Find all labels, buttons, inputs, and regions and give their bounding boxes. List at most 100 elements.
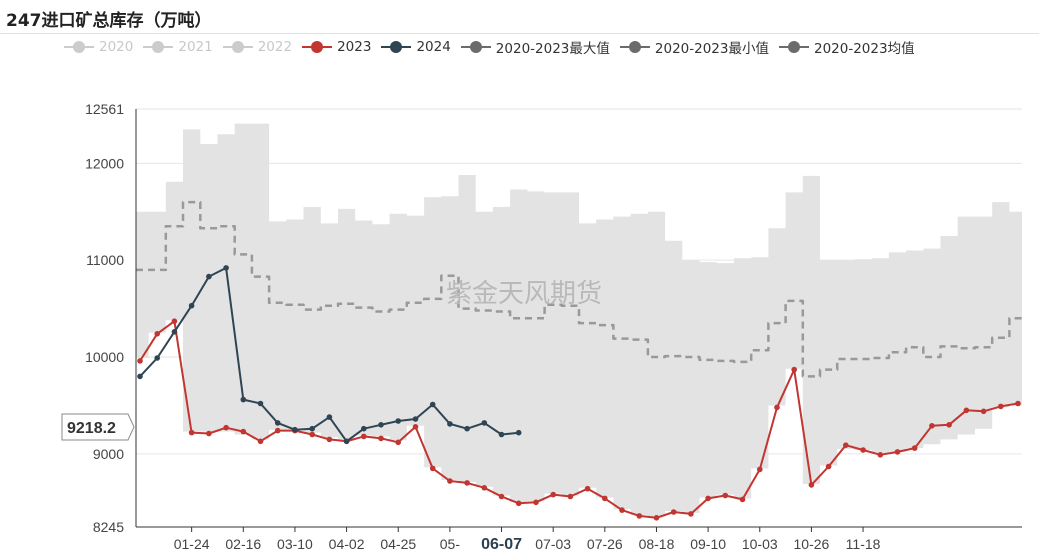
data-point-2024 <box>343 438 350 445</box>
axes: 12561 12000 11000 10000 9000 8245 01-24 02-16 03… <box>85 101 1022 553</box>
legend-item-5[interactable]: 2020-2023最大值 <box>460 37 610 57</box>
legend-label: 2023 <box>337 39 372 55</box>
data-point-2023 <box>240 428 247 435</box>
x-tick-label: 01-24 <box>174 536 210 552</box>
legend-item-6[interactable]: 2020-2023最小值 <box>619 37 769 57</box>
data-point-2024 <box>447 421 453 427</box>
y-value-tooltip: 9218.2 <box>61 413 135 441</box>
data-point-2023 <box>550 491 556 498</box>
data-point-2023 <box>223 424 229 431</box>
legend-label: 2022 <box>257 39 293 55</box>
data-point-2023 <box>137 358 143 364</box>
data-point-2023 <box>274 427 281 434</box>
data-point-2024 <box>292 426 298 433</box>
data-point-2023 <box>705 495 711 502</box>
legend-marker-icon <box>143 40 174 54</box>
x-tick-label: 04-25 <box>380 536 416 552</box>
data-point-2024 <box>378 422 384 428</box>
data-point-2024 <box>171 329 178 335</box>
legend-item-7[interactable]: 2020-2023均值 <box>778 37 915 57</box>
legend-marker-icon <box>222 40 253 54</box>
data-point-2023 <box>257 438 264 445</box>
data-point-2023 <box>188 429 195 436</box>
legend-marker-icon <box>64 40 94 54</box>
legend-marker-icon <box>381 40 412 54</box>
chart-title: 247进口矿总库存（万吨） <box>6 11 212 31</box>
data-point-2023 <box>361 433 367 440</box>
data-point-2024 <box>395 418 402 424</box>
data-point-2023 <box>808 482 815 488</box>
data-point-2023 <box>154 331 160 337</box>
legend-marker-icon <box>460 40 491 54</box>
title-divider <box>0 33 1039 34</box>
data-point-2024 <box>412 416 419 422</box>
data-point-2023 <box>464 480 470 486</box>
data-point-2023 <box>980 408 987 415</box>
data-point-2023 <box>567 493 574 500</box>
data-point-2024 <box>361 425 367 432</box>
x-tick-label: 11-18 <box>846 536 881 552</box>
data-point-2023 <box>429 465 436 472</box>
y-tick-label: 10000 <box>85 349 124 365</box>
data-point-2023 <box>412 424 419 430</box>
data-point-2024 <box>223 265 229 271</box>
data-point-2024 <box>240 396 247 403</box>
legend-marker-icon <box>619 40 650 54</box>
legend-item-2[interactable]: 2022 <box>222 39 293 55</box>
x-tick-label: 04-02 <box>329 536 365 552</box>
data-point-2024 <box>206 273 212 280</box>
data-point-2024 <box>188 302 195 309</box>
legend-label: 2021 <box>178 39 213 55</box>
y-tick-label: 12000 <box>85 155 124 171</box>
series-line-2020-2023均值 <box>136 200 1022 378</box>
data-point-2023 <box>206 430 212 437</box>
data-point-2024 <box>257 400 264 407</box>
legend-label: 2020 <box>99 39 134 55</box>
data-point-2024 <box>309 425 316 432</box>
legend-item-3[interactable]: 2023 <box>302 39 371 55</box>
data-point-2023 <box>739 496 746 503</box>
data-point-2023 <box>378 435 384 442</box>
data-point-2023 <box>395 439 402 446</box>
data-point-2023 <box>757 466 763 473</box>
data-point-2023 <box>963 407 970 414</box>
min-max-band <box>136 123 1022 517</box>
series-lines <box>136 200 1022 521</box>
data-point-2024 <box>274 420 281 426</box>
data-point-2023 <box>619 507 625 513</box>
data-point-2023 <box>636 513 643 519</box>
data-point-2024 <box>154 355 160 361</box>
max-min-band-area <box>136 123 1022 517</box>
data-point-2023 <box>326 436 333 443</box>
data-point-2024 <box>326 414 333 420</box>
x-tick-label: 07-26 <box>587 536 623 552</box>
data-point-2023 <box>533 499 539 506</box>
y-tick-label: 12561 <box>85 101 124 117</box>
x-tick-label: 05- <box>440 536 461 552</box>
data-point-2023 <box>688 511 694 517</box>
series-line-2023 <box>139 320 1019 519</box>
legend-item-1[interactable]: 2021 <box>143 39 213 55</box>
x-tick-label: 06-07 <box>481 536 522 553</box>
legend-item-4[interactable]: 2024 <box>381 39 451 55</box>
data-point-2023 <box>584 485 591 492</box>
data-point-2023 <box>894 449 901 455</box>
legend-label: 2020-2023最小值 <box>654 41 769 57</box>
data-point-2024 <box>429 401 436 408</box>
data-point-2023 <box>774 404 780 411</box>
data-point-2023 <box>791 366 797 373</box>
y-tick-label: 11000 <box>86 252 124 268</box>
x-tick-label: 03-10 <box>277 536 313 552</box>
chart-legend: 2020 2021 2022 2023 2024 2020-2023最大值 2020-202… <box>64 37 925 57</box>
legend-item-0[interactable]: 2020 <box>64 39 133 55</box>
watermark: 紫金天风期货 <box>446 279 602 309</box>
data-point-2023 <box>860 447 866 453</box>
y-tick-label: 9000 <box>93 446 124 462</box>
data-point-2023 <box>653 515 660 521</box>
x-tick-label: 07-03 <box>535 536 571 552</box>
legend-label: 2024 <box>416 39 451 55</box>
x-tick-label: 10-26 <box>794 536 830 552</box>
data-point-2023 <box>481 485 488 491</box>
x-tick-label: 09-10 <box>690 536 726 552</box>
